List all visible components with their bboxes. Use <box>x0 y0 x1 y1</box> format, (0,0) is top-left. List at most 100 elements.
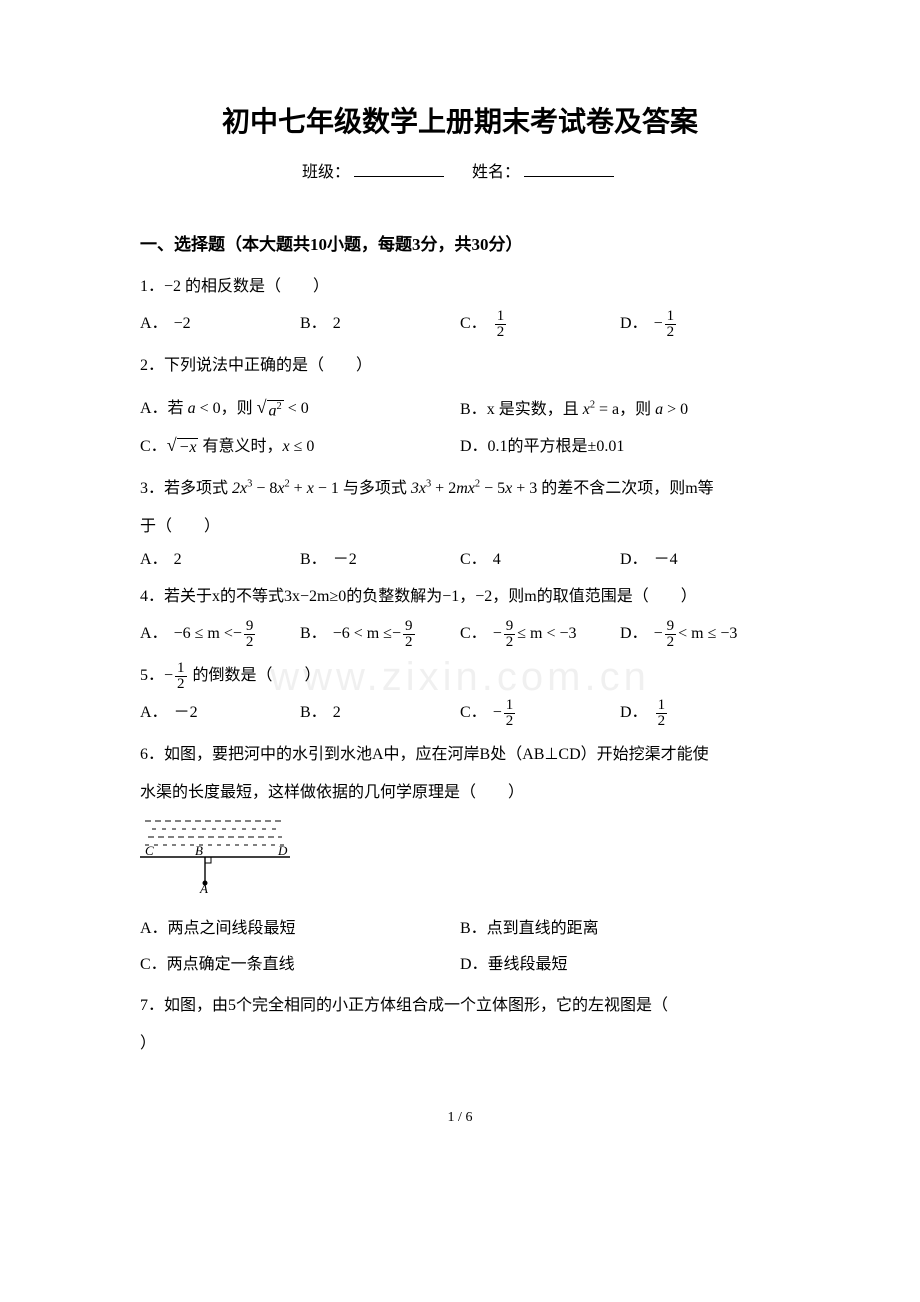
q3-opt-d[interactable]: D．－4 <box>620 549 780 571</box>
q2-opt-c[interactable]: C．√−x 有意义时，x ≤ 0 <box>140 432 460 457</box>
q4a-lo: −6 ≤ m < <box>174 623 233 645</box>
q6-opt-b[interactable]: B．点到直线的距离 <box>460 914 780 938</box>
q4b-sign: − <box>392 623 401 645</box>
name-label: 姓名： <box>472 164 520 181</box>
q6b: B．点到直线的距离 <box>460 914 599 938</box>
q6-label-d: D <box>277 843 288 858</box>
class-blank[interactable] <box>354 160 444 177</box>
q5d-n: 1 <box>656 698 668 713</box>
q5-d: 2 <box>175 676 187 692</box>
q4d-hi: < m ≤ −3 <box>678 623 737 645</box>
page-footer: 1 / 6 <box>140 1110 780 1126</box>
footer-page: 1 <box>448 1110 455 1125</box>
q4-opt-d[interactable]: D． −92 < m ≤ −3 <box>620 619 780 650</box>
q2d-text: D．0.1的平方根是±0.01 <box>460 432 624 456</box>
q4d-n: 9 <box>665 619 677 634</box>
q3-mid: 与多项式 <box>339 480 411 497</box>
meta-line: 班级： 姓名： <box>140 158 780 182</box>
q5a: －2 <box>174 702 198 724</box>
q2-opt-a[interactable]: A．若 a < 0，则 √a2 < 0 <box>140 394 460 420</box>
q4d-d: 2 <box>665 634 677 650</box>
q6-opt-c[interactable]: C．两点确定一条直线 <box>140 950 460 974</box>
q4-options: A． −6 ≤ m < −92 B． −6 < m ≤ −92 C． −92 ≤… <box>140 619 780 650</box>
q2-opt-d[interactable]: D．0.1的平方根是±0.01 <box>460 432 780 457</box>
q3a: 2 <box>174 549 182 571</box>
page-title: 初中七年级数学上册期末考试卷及答案 <box>140 100 780 140</box>
q2a-var: a <box>188 400 196 417</box>
q6-options: A．两点之间线段最短 B．点到直线的距离 C．两点确定一条直线 D．垂线段最短 <box>140 908 780 980</box>
q5d-d: 2 <box>656 713 668 729</box>
q2b-x: x <box>583 401 590 418</box>
q6-opt-a[interactable]: A．两点之间线段最短 <box>140 914 460 938</box>
q2c-post: 有意义时， <box>198 438 282 455</box>
q4a-n: 9 <box>244 619 256 634</box>
q3c: 4 <box>493 549 501 571</box>
q4c-n: 9 <box>504 619 516 634</box>
q3b: －2 <box>333 549 357 571</box>
q4d-sign: − <box>654 623 663 645</box>
q3-pre: 3．若多项式 <box>140 480 232 497</box>
name-blank[interactable] <box>524 160 614 177</box>
q5-pre: 5． <box>140 667 164 684</box>
q4-opt-a[interactable]: A． −6 ≤ m < −92 <box>140 619 300 650</box>
q2-opt-b[interactable]: B．x 是实数，且 x2 = a，则 a > 0 <box>460 394 780 420</box>
q1-opt-a[interactable]: A．−2 <box>140 309 300 340</box>
q4-opt-b[interactable]: B． −6 < m ≤ −92 <box>300 619 460 650</box>
q4a-d: 2 <box>244 634 256 650</box>
q5-opt-d[interactable]: D． 12 <box>620 698 780 729</box>
footer-total: 6 <box>465 1110 472 1125</box>
q6-line2: 水渠的长度最短，这样做依据的几何学原理是（ ） <box>140 777 780 809</box>
section-1-head: 一、选择题（本大题共10小题，每题3分，共30分） <box>140 230 780 255</box>
q2b-then: ，则 <box>619 401 655 418</box>
q5-post: 的倒数是（ ） <box>189 667 321 684</box>
q5-opt-b[interactable]: B．2 <box>300 698 460 729</box>
q6c: C．两点确定一条直线 <box>140 950 295 974</box>
q1-d-num: 1 <box>665 309 677 324</box>
q5-sign: − <box>164 667 173 684</box>
q1-options: A．−2 B．2 C． 12 D． − 12 <box>140 309 780 340</box>
q1-opt-b[interactable]: B．2 <box>300 309 460 340</box>
q4-opt-c[interactable]: C． −92 ≤ m < −3 <box>460 619 620 650</box>
q6-label-c: C <box>145 843 154 858</box>
q1-d-den: 2 <box>665 324 677 340</box>
q4a-sign: − <box>233 623 242 645</box>
q6-opt-d[interactable]: D．垂线段最短 <box>460 950 780 974</box>
q4b-n: 9 <box>403 619 415 634</box>
q1-opt-c[interactable]: C． 12 <box>460 309 620 340</box>
q4c-sign: − <box>493 623 502 645</box>
exam-page: www.zixin.com.cn 初中七年级数学上册期末考试卷及答案 班级： 姓… <box>0 0 920 1186</box>
q5-n: 1 <box>175 661 187 676</box>
q3-line1: 3．若多项式 2x3 − 8x2 + x − 1 与多项式 3x3 + 2mx2… <box>140 473 780 505</box>
q2c-arg: −x <box>179 439 197 456</box>
q3-opt-a[interactable]: A．2 <box>140 549 300 571</box>
q4-text: 4．若关于x的不等式3x−2m≥0的负整数解为−1，−2，则m的取值范围是（ ） <box>140 581 780 613</box>
footer-sep: / <box>455 1110 466 1125</box>
q5c-sign: − <box>493 702 502 724</box>
q4b-d: 2 <box>403 634 415 650</box>
q1-c-den: 2 <box>495 324 507 340</box>
q6-line1: 6．如图，要把河中的水引到水池A中，应在河岸B处（AB⊥CD）开始挖渠才能使 <box>140 739 780 771</box>
q5-opt-a[interactable]: A．－2 <box>140 698 300 729</box>
q3d: －4 <box>654 549 678 571</box>
q2-options: A．若 a < 0，则 √a2 < 0 B．x 是实数，且 x2 = a，则 a… <box>140 388 780 463</box>
q7-line1: 7．如图，由5个完全相同的小正方体组合成一个立体图形，它的左视图是（ <box>140 990 780 1022</box>
q5b: 2 <box>333 702 341 724</box>
q1-opt-a-val: −2 <box>174 313 191 335</box>
q2-text: 2．下列说法中正确的是（ ） <box>140 350 780 382</box>
q1-text: 1．−2 的相反数是（ ） <box>140 271 780 303</box>
q2b-pre: x 是实数，且 <box>487 401 583 418</box>
q2a-sqrt-sup: 2 <box>277 401 282 412</box>
q1-opt-d[interactable]: D． − 12 <box>620 309 780 340</box>
q5c-n: 1 <box>504 698 516 713</box>
q5-opt-c[interactable]: C． −12 <box>460 698 620 729</box>
q7-line2: ） <box>140 1028 780 1060</box>
q5-options: A．－2 B．2 C． −12 D． 12 <box>140 698 780 729</box>
q4c-hi: ≤ m < −3 <box>517 623 576 645</box>
q2a-post: < 0 <box>288 400 309 417</box>
q6-label-b: B <box>195 843 203 858</box>
q1-d-sign: − <box>654 313 663 335</box>
q3-opt-b[interactable]: B．－2 <box>300 549 460 571</box>
q1-opt-b-val: 2 <box>333 313 341 335</box>
q3-opt-c[interactable]: C．4 <box>460 549 620 571</box>
q1-c-num: 1 <box>495 309 507 324</box>
